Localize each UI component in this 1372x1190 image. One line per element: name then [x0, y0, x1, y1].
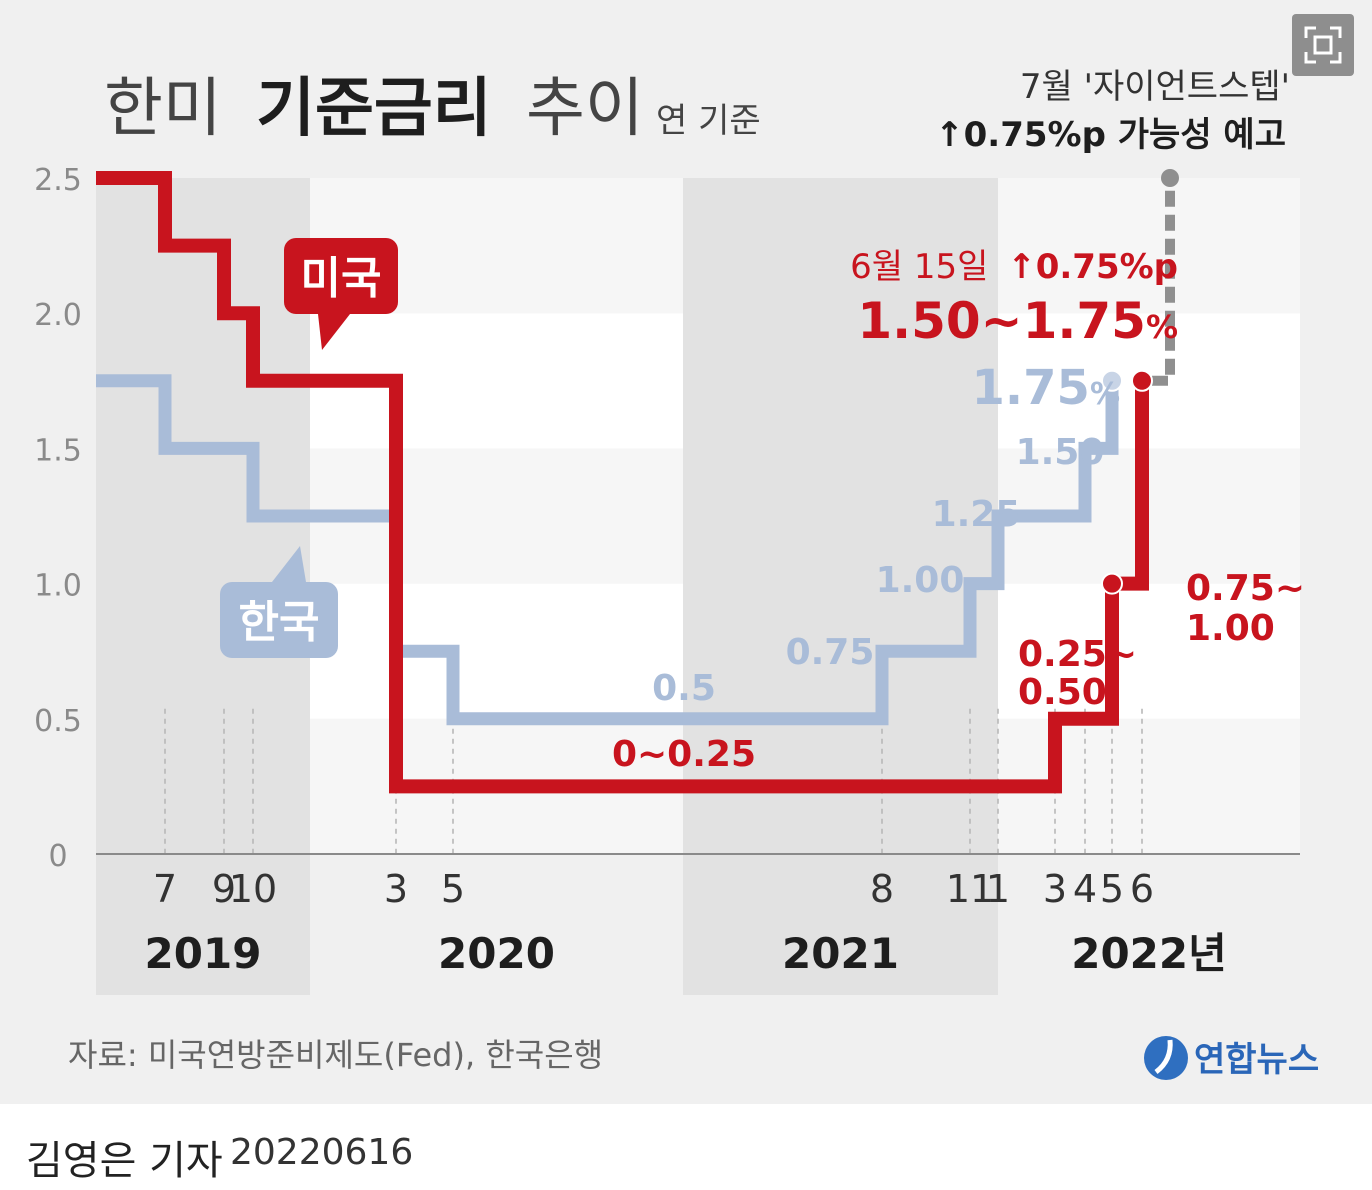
year-band — [683, 178, 998, 995]
unit-note: 연 기준 — [656, 101, 761, 141]
x-tick-label: 5 — [441, 867, 465, 911]
us-latest-point — [1131, 369, 1153, 392]
legend-kr-pointer — [272, 546, 306, 582]
us-label-0-0-25: 0~0.25 — [612, 734, 756, 775]
x-tick-label: 7 — [153, 867, 177, 911]
series-lines — [96, 169, 1179, 794]
us-range-label: 1.50~1.75% — [857, 292, 1178, 350]
kr-label-latest: 1.75% — [972, 360, 1121, 416]
title-part-1: 한미 — [104, 72, 222, 146]
year-label: 2020 — [438, 929, 555, 978]
y-tick-label: 2.5 — [34, 163, 82, 198]
x-tick-label: 10 — [229, 867, 277, 911]
x-tick-label: 9 — [212, 867, 236, 911]
kr-label-1-50: 1.50 — [1016, 432, 1105, 473]
yonhap-logo: 연합뉴스 — [1144, 1036, 1319, 1080]
x-tick-label: 8 — [870, 867, 894, 911]
y-tick-label: 1.0 — [34, 569, 82, 604]
yonhap-logo-text: 연합뉴스 — [1194, 1040, 1319, 1080]
expand-button[interactable] — [1292, 14, 1354, 76]
rate-chart: 00.51.01.52.02.5 7 910 3 5 8 111 3 4 5 6 2019 2020… — [34, 67, 1320, 1080]
legend-us-callout: 미국 — [284, 238, 398, 350]
x-tick-label: 11 — [946, 867, 994, 911]
y-tick-label: 0.5 — [34, 704, 82, 739]
article-date: 20220616 — [230, 1132, 414, 1173]
us-label-0-25: 0.25~ — [1018, 634, 1137, 675]
us-label-0-75: 0.75~ — [1186, 568, 1305, 609]
kr-label-0-75: 0.75 — [786, 632, 875, 673]
year-label: 2022년 — [1071, 929, 1227, 978]
year-labels: 2019 2020 2021 2022년 — [145, 929, 1227, 978]
y-tick-label: 2.0 — [34, 298, 82, 333]
y-axis: 0 0.5 1.0 1.5 2.0 2.5 — [34, 163, 82, 874]
x-tick-label: 5 — [1100, 867, 1124, 911]
us-change-value: ↑0.75%p — [1007, 247, 1178, 287]
source-note: 자료: 미국연방준비제도(Fed), 한국은행 — [68, 1036, 603, 1074]
us-range-percent: % — [1146, 308, 1178, 346]
x-tick-label: 4 — [1073, 867, 1097, 911]
byline: 김영은 기자 — [26, 1138, 223, 1184]
series-line-us — [96, 171, 1149, 794]
projection-point — [1161, 169, 1179, 187]
projection-line — [1152, 178, 1175, 386]
legend-us-label: 미국 — [301, 253, 382, 304]
title-part-3: 추이 — [526, 72, 644, 146]
us-change-annotation: 6월 15일 ↑0.75%p — [850, 247, 1178, 287]
legend-us-pointer — [318, 314, 350, 350]
x-tick-label: 1 — [986, 867, 1010, 911]
y-tick-label: 1.5 — [34, 433, 82, 468]
chart-title: 한미 기준금리 추이 — [104, 72, 644, 146]
x-axis-ticks: 7 910 3 5 8 111 3 4 5 6 — [153, 867, 1154, 911]
legend-kr-box — [220, 582, 338, 658]
kr-label-1-00: 1.00 — [876, 560, 965, 601]
legend-kr-label: 한국 — [239, 597, 320, 648]
x-tick-label: 6 — [1130, 867, 1154, 911]
us-point-may — [1101, 572, 1123, 595]
year-label: 2021 — [782, 929, 899, 978]
kr-latest-value: 1.75 — [972, 360, 1090, 416]
kr-latest-percent: % — [1090, 377, 1120, 412]
title-part-2: 기준금리 — [256, 72, 492, 146]
us-change-date: 6월 15일 — [850, 247, 988, 287]
kr-latest-point — [1101, 369, 1123, 392]
article-footer: 김영은 기자 20220616 — [0, 1104, 1372, 1190]
kr-label-1-25: 1.25 — [932, 494, 1021, 535]
us-label-1-00: 1.00 — [1186, 608, 1275, 649]
year-label: 2019 — [145, 929, 262, 978]
legend-kr-callout: 한국 — [220, 546, 338, 658]
legend-us-box — [284, 238, 398, 314]
x-tick-label: 3 — [384, 867, 408, 911]
x-tick-label: 3 — [1043, 867, 1067, 911]
us-range-value: 1.50~1.75 — [857, 292, 1146, 350]
series-line-kr — [96, 374, 1119, 726]
us-label-0-50: 0.50 — [1018, 672, 1107, 713]
projection-note-line2: ↑0.75%p 가능성 예고 — [935, 115, 1286, 155]
projection-note-line1: 7월 '자이언트스텝' — [1020, 67, 1290, 107]
kr-label-0-5: 0.5 — [652, 668, 716, 709]
y-tick-label: 0 — [48, 839, 67, 874]
expand-icon — [1304, 26, 1342, 64]
